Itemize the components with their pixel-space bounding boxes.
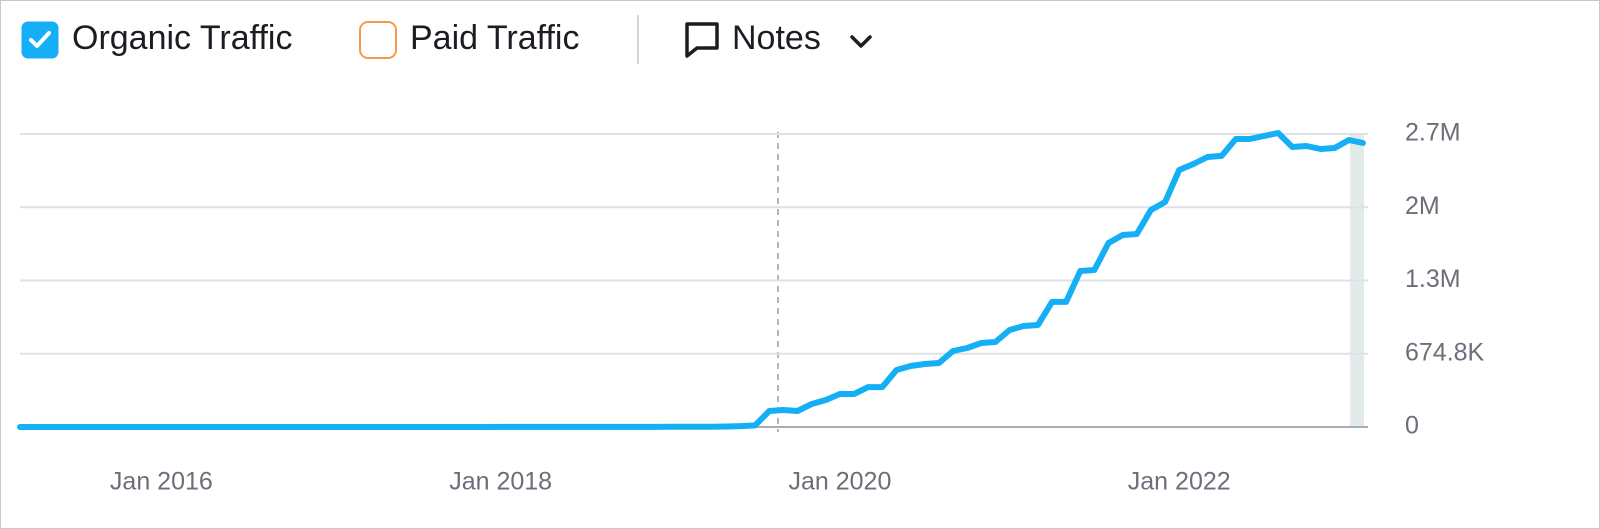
x-tick-label: Jan 2020 xyxy=(788,468,891,496)
paid-toggle[interactable]: Paid Traffic xyxy=(359,19,579,59)
x-tick-label: Jan 2022 xyxy=(1128,468,1231,496)
organic-toggle[interactable]: Organic Traffic xyxy=(21,19,292,59)
y-tick-label: 1.3M xyxy=(1405,265,1461,293)
y-tick-label: 2M xyxy=(1405,192,1440,220)
x-tick-label: Jan 2018 xyxy=(449,468,552,496)
series-line xyxy=(17,130,1366,430)
x-tick-label: Jan 2016 xyxy=(110,468,213,496)
y-tick-label: 2.7M xyxy=(1405,119,1461,147)
legend-label[interactable]: Organic Traffic xyxy=(72,19,292,57)
notes-label[interactable]: Notes xyxy=(732,19,821,57)
notes-icon xyxy=(685,22,719,58)
chevron xyxy=(850,35,872,48)
legend-label[interactable]: Paid Traffic xyxy=(410,19,579,57)
notes-dropdown[interactable]: Notes xyxy=(685,19,872,58)
y-tick-label: 0 xyxy=(1405,412,1419,440)
checkbox[interactable] xyxy=(359,21,397,59)
check-mark xyxy=(29,31,51,48)
y-tick-label: 674.8K xyxy=(1405,338,1485,366)
grid xyxy=(20,133,1368,428)
